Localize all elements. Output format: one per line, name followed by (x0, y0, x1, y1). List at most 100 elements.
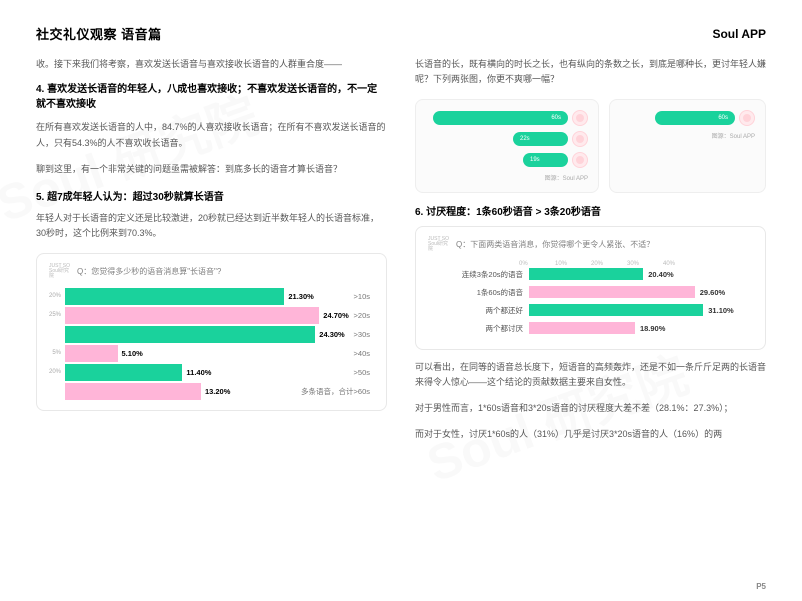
bar-label: 1条60s的语音 (438, 287, 523, 298)
page-number: P5 (756, 582, 766, 591)
bar-track: 11.40% >50s (65, 364, 374, 381)
right-intro: 长语音的长，既有横向的时长之长，也有纵向的条数之长，到底是哪种长，更讨年轻人嫌呢… (415, 57, 766, 88)
chart-1-card: JUST SOSoul研究院 Q：您觉得多少秒的语音消息算"长语音"? 20%2… (36, 253, 387, 411)
voice-row: 60s (620, 110, 755, 126)
right-p3: 而对于女性，讨厌1*60s的人（31%）几乎是讨厌3*20s语音的人（16%）的… (415, 427, 766, 442)
section-5-title: 5. 超7成年轻人认为：超过30秒就算长语音 (36, 188, 387, 203)
axis-tick: 20% (591, 261, 627, 267)
bar-tick: 20% (49, 293, 63, 299)
bar-label: 两个都讨厌 (438, 323, 523, 334)
bar-fill (529, 268, 643, 280)
chart-2-head: JUST SOSoul研究院 Q：下面两类语音消息，你觉得哪个更令人紧张、不适？ (428, 237, 753, 253)
page-header: 社交礼仪观察 语音篇 Soul APP (36, 24, 766, 43)
bar-row: 两个都还好 31.10% (438, 303, 753, 318)
avatar-icon (572, 152, 588, 168)
bar-track: 5.10% >40s (65, 345, 374, 362)
bar-value: 11.40% (186, 368, 211, 377)
bar-row: 24.30% >30s (49, 326, 374, 343)
bar-label: 两个都还好 (438, 305, 523, 316)
bar-row: 13.20% 多条语音，合计>60s (49, 383, 374, 400)
source-label: 图源：Soul APP (620, 131, 755, 140)
bar-value: 5.10% (122, 349, 143, 358)
chart-2-bars: 连续3条20s的语音20.40%1条60s的语音29.60%两个都还好31.10… (428, 267, 753, 336)
chart-logo-icon: JUST SOSoul研究院 (49, 264, 71, 280)
bar-fill (65, 383, 201, 400)
bar-row: 两个都讨厌 18.90% (438, 321, 753, 336)
bar-fill (529, 322, 635, 334)
bar-fill (65, 288, 284, 305)
bar-track: 24.30% >30s (65, 326, 374, 343)
avatar-icon (572, 110, 588, 126)
bar-track: 21.30% >10s (65, 288, 374, 305)
voice-card-left: 60s 22s 19s 图源：Soul APP (415, 99, 599, 193)
avatar-icon (572, 131, 588, 147)
bar-value: 21.30% (288, 292, 313, 301)
bar-value: 20.40% (648, 270, 673, 279)
brand-logo: Soul APP (712, 27, 766, 41)
chart-logo-icon: JUST SOSoul研究院 (428, 237, 450, 253)
bar-track: 13.20% 多条语音，合计>60s (65, 383, 374, 400)
voice-card-right: 60s 图源：Soul APP (609, 99, 766, 193)
content-columns: 收。接下来我们将考察，喜欢发送长语音与喜欢接收长语音的人群重合度—— 4. 喜欢… (36, 57, 766, 454)
bar-row: 20% 11.40% >50s (49, 364, 374, 381)
bar-fill (65, 307, 319, 324)
section-4-p2: 聊到这里，有一个非常关键的问题亟需被解答：到底多长的语音才算长语音？ (36, 162, 387, 177)
bar-fill (65, 345, 118, 362)
bar-row: 20% 21.30% >10s (49, 288, 374, 305)
bar-label: 多条语音，合计>60s (301, 386, 370, 397)
right-p1: 可以看出，在同等的语音总长度下，短语音的高频轰炸，还是不如一条斤斤足两的长语音来… (415, 360, 766, 391)
axis-tick: 0% (519, 261, 555, 267)
bar-row: 5% 5.10% >40s (49, 345, 374, 362)
left-column: 收。接下来我们将考察，喜欢发送长语音与喜欢接收长语音的人群重合度—— 4. 喜欢… (36, 57, 387, 454)
chart-1-head: JUST SOSoul研究院 Q：您觉得多少秒的语音消息算"长语音"? (49, 264, 374, 280)
bar-tick: 20% (49, 369, 63, 375)
bar-value: 13.20% (205, 387, 230, 396)
voice-row: 60s (426, 110, 588, 126)
bar-row: 1条60s的语音 29.60% (438, 285, 753, 300)
page-title: 社交礼仪观察 语音篇 (36, 24, 162, 43)
bar-track: 18.90% (529, 322, 753, 334)
section-4-p1: 在所有喜欢发送长语音的人中，84.7%的人喜欢接收长语音；在所有不喜欢发送长语音… (36, 120, 387, 151)
voice-bubble: 60s (433, 111, 568, 125)
bar-track: 20.40% (529, 268, 753, 280)
section-5-p1: 年轻人对于长语音的定义还是比较激进，20秒就已经达到近半数年轻人的长语音标准，3… (36, 211, 387, 242)
bar-label: >20s (354, 311, 370, 320)
axis-tick: 10% (555, 261, 591, 267)
voice-bubble: 22s (513, 132, 568, 146)
section-6-title: 6. 讨厌程度：1条60秒语音 > 3条20秒语音 (415, 203, 766, 218)
bar-label: >30s (354, 330, 370, 339)
bar-label: >40s (354, 349, 370, 358)
bar-tick: 5% (49, 350, 63, 356)
chart-2-card: JUST SOSoul研究院 Q：下面两类语音消息，你觉得哪个更令人紧张、不适？… (415, 226, 766, 350)
bar-label: >10s (354, 292, 370, 301)
voice-row: 22s (426, 131, 588, 147)
intro-text: 收。接下来我们将考察，喜欢发送长语音与喜欢接收长语音的人群重合度—— (36, 57, 387, 72)
bar-value: 24.30% (319, 330, 344, 339)
bar-fill (529, 286, 695, 298)
voice-bubble: 19s (523, 153, 568, 167)
bar-fill (65, 364, 182, 381)
voice-illustration: 60s 22s 19s 图源：Soul APP 60s 图源：So (415, 99, 766, 193)
bar-label: >50s (354, 368, 370, 377)
bar-fill (529, 304, 703, 316)
section-4-title: 4. 喜欢发送长语音的年轻人，八成也喜欢接收；不喜欢发送长语音的，不一定就不喜欢… (36, 83, 387, 112)
axis-tick: 40% (663, 261, 699, 267)
right-column: 长语音的长，既有横向的时长之长，也有纵向的条数之长，到底是哪种长，更讨年轻人嫌呢… (415, 57, 766, 454)
right-p2: 对于男性而言，1*60s语音和3*20s语音的讨厌程度大差不差（28.1%：27… (415, 401, 766, 416)
avatar-icon (739, 110, 755, 126)
bar-track: 24.70% >20s (65, 307, 374, 324)
bar-track: 31.10% (529, 304, 753, 316)
bar-track: 29.60% (529, 286, 753, 298)
bar-row: 25% 24.70% >20s (49, 307, 374, 324)
bar-tick: 25% (49, 312, 63, 318)
bar-value: 31.10% (708, 306, 733, 315)
source-label: 图源：Soul APP (426, 173, 588, 182)
bar-value: 18.90% (640, 324, 665, 333)
chart-2-question: Q：下面两类语音消息，你觉得哪个更令人紧张、不适？ (456, 239, 654, 250)
chart-1-bars: 20%21.30%>10s25%24.70%>20s24.30%>30s5%5.… (49, 288, 374, 400)
voice-bubble: 60s (655, 111, 735, 125)
bar-value: 24.70% (323, 311, 348, 320)
voice-row: 19s (426, 152, 588, 168)
bar-value: 29.60% (700, 288, 725, 297)
chart-1-question: Q：您觉得多少秒的语音消息算"长语音"? (77, 266, 221, 277)
